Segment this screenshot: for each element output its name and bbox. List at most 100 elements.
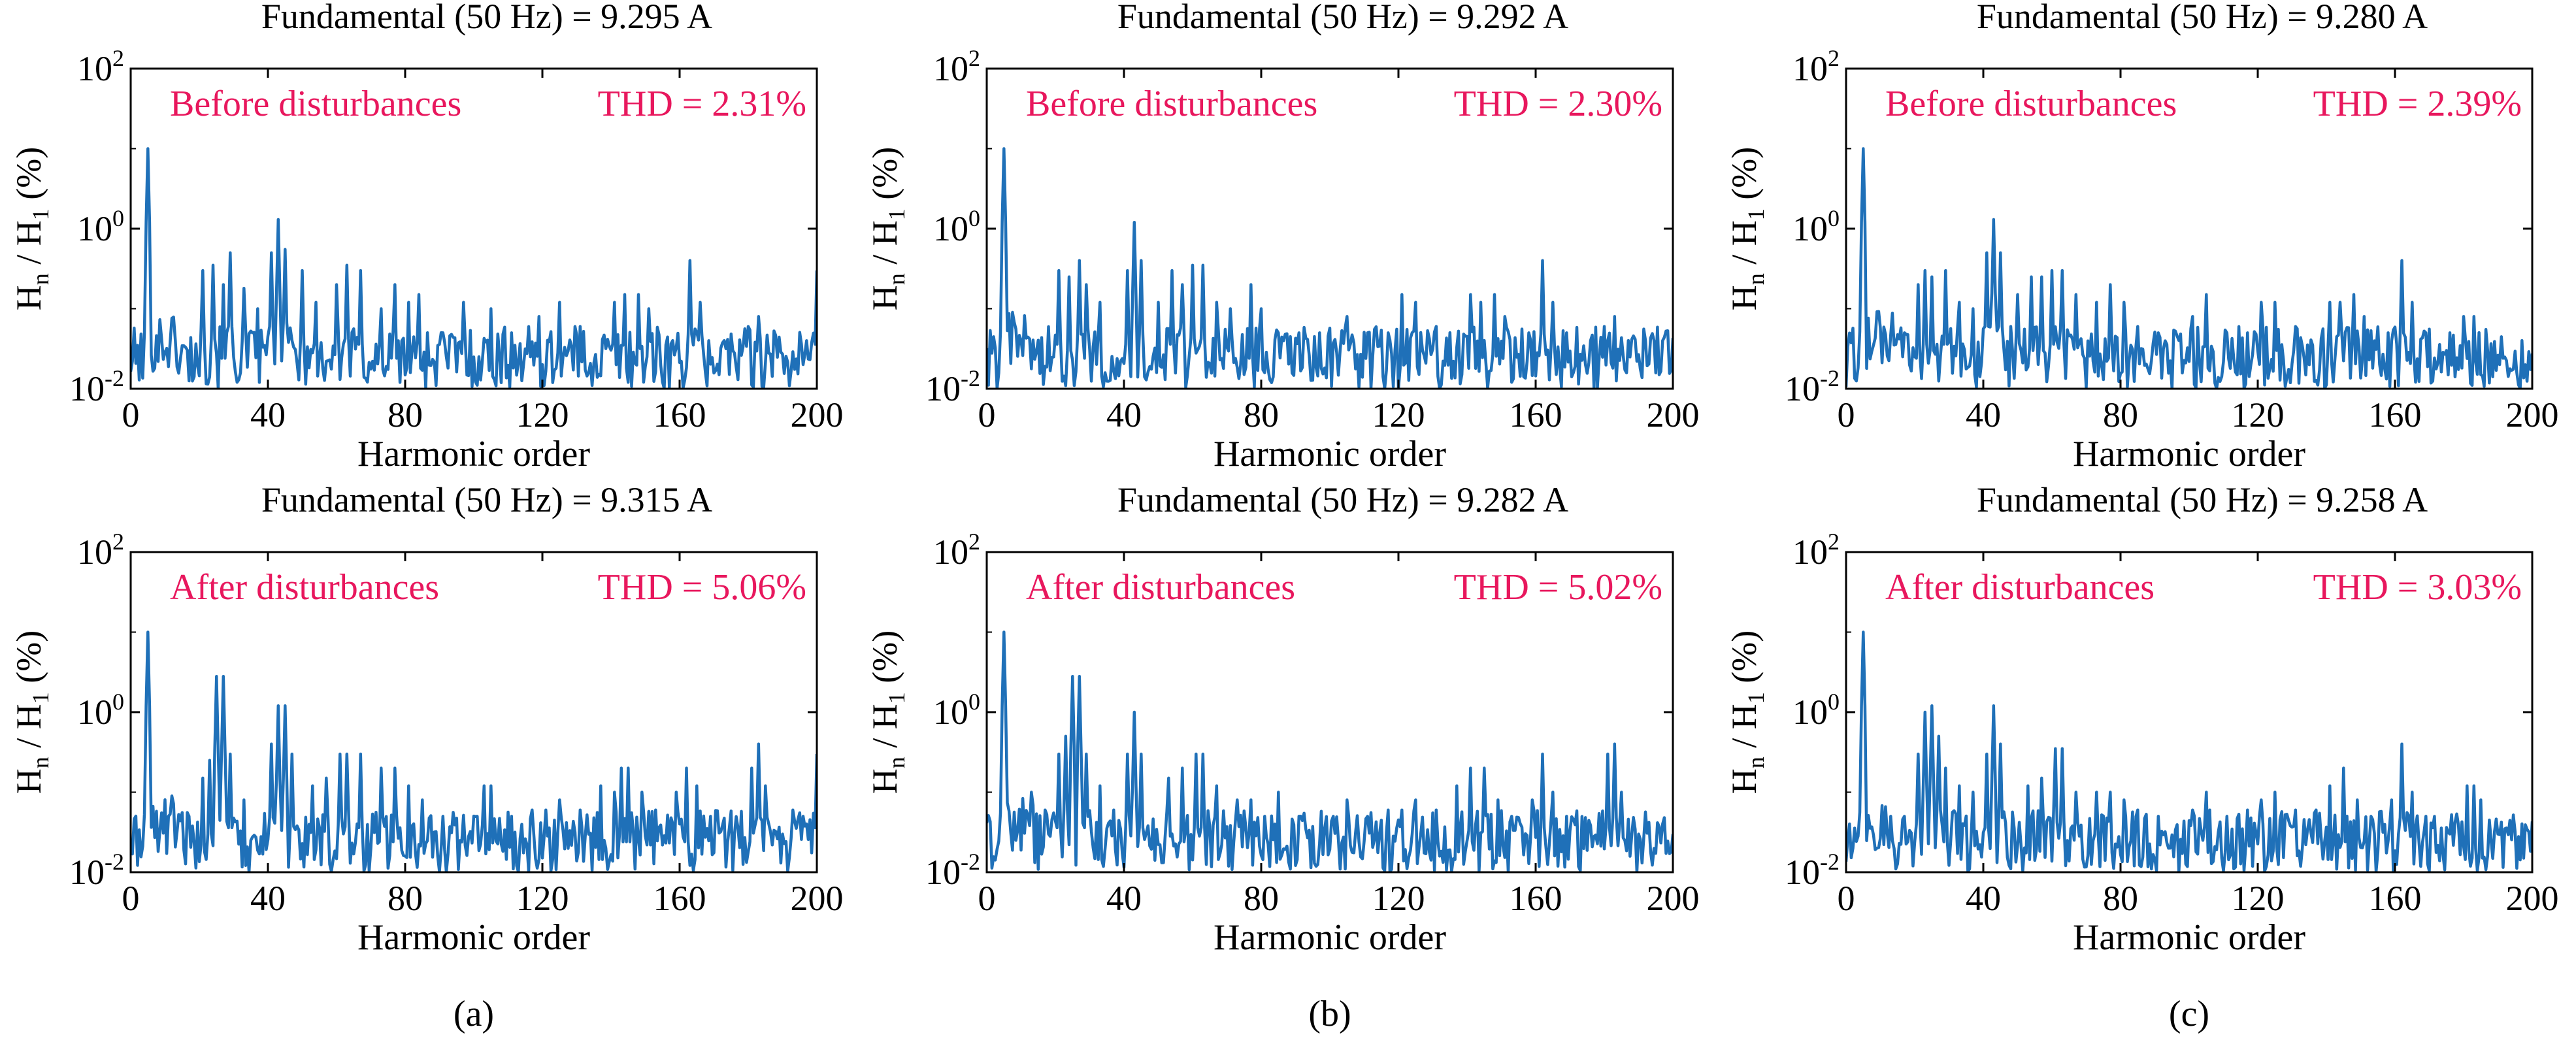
x-tick-label: 160 bbox=[1510, 879, 1562, 918]
x-tick-label: 40 bbox=[250, 395, 286, 434]
chart-svg: 0 40 80 120 160 200 Harmonic order 10-2 100 102 Hn… bbox=[9, 529, 844, 958]
x-tick-label: 40 bbox=[1106, 395, 1142, 434]
y-tick-label: 102 bbox=[1792, 529, 1840, 572]
y-axis-label: Hn / H1 (%) bbox=[1725, 630, 1769, 794]
y-tick-label: 102 bbox=[77, 529, 124, 572]
x-axis-label: Harmonic order bbox=[1214, 917, 1446, 958]
x-tick-label: 160 bbox=[2369, 879, 2422, 918]
y-tick-label: 10-2 bbox=[925, 365, 980, 408]
harmonic-spectrum-line bbox=[131, 630, 817, 872]
state-annotation: After disturbances bbox=[170, 567, 439, 608]
x-tick-label: 120 bbox=[516, 395, 569, 434]
x-tick-label: 160 bbox=[653, 879, 706, 918]
chart-panel-4: Fundamental (50 Hz) = 9.315 A 0 40 80 120 160… bbox=[0, 480, 844, 958]
x-tick-label: 200 bbox=[791, 879, 844, 918]
y-tick-label: 10-2 bbox=[69, 365, 124, 408]
x-tick-label: 80 bbox=[2103, 879, 2138, 918]
chart-title: Fundamental (50 Hz) = 9.258 A bbox=[1976, 480, 2428, 519]
y-tick-label: 10-2 bbox=[1785, 365, 1840, 408]
chart-title: Fundamental (50 Hz) = 9.282 A bbox=[1117, 480, 1569, 519]
chart-panel-3: Fundamental (50 Hz) = 9.280 A 0 40 80 120 160… bbox=[1715, 0, 2559, 474]
x-axis-label: Harmonic order bbox=[1214, 434, 1446, 474]
state-annotation: Before disturbances bbox=[1026, 84, 1317, 124]
x-tick-label: 160 bbox=[2369, 395, 2422, 434]
y-axis-label: Hn / H1 (%) bbox=[865, 147, 910, 310]
harmonic-spectrum-line bbox=[987, 630, 1673, 872]
subfigure-label: (b) bbox=[1308, 994, 1351, 1034]
harmonic-spectrum-line bbox=[1846, 147, 2532, 389]
thd-annotation: THD = 3.03% bbox=[2313, 567, 2522, 608]
x-tick-label: 160 bbox=[653, 395, 706, 434]
state-annotation: Before disturbances bbox=[1885, 84, 2177, 124]
y-tick-label: 102 bbox=[77, 45, 124, 88]
harmonic-spectrum-line bbox=[131, 147, 817, 389]
chart-title: Fundamental (50 Hz) = 9.292 A bbox=[1117, 0, 1569, 36]
chart-panel-2: Fundamental (50 Hz) = 9.292 A 0 40 80 120 160… bbox=[856, 0, 1700, 474]
y-tick-label: 100 bbox=[933, 689, 980, 732]
harmonic-spectrum-line bbox=[1846, 630, 2532, 872]
subfigure-label: (a) bbox=[453, 994, 495, 1034]
thd-annotation: THD = 2.30% bbox=[1454, 84, 1662, 124]
x-tick-label: 0 bbox=[122, 395, 140, 434]
chart-svg: 0 40 80 120 160 200 Harmonic order 10-2 100 102 Hn… bbox=[865, 45, 1700, 474]
y-axis-label: Hn / H1 (%) bbox=[1725, 147, 1769, 310]
harmonic-spectrum-line bbox=[987, 147, 1673, 389]
x-tick-label: 40 bbox=[250, 879, 286, 918]
chart-panel-5: Fundamental (50 Hz) = 9.282 A 0 40 80 120 160… bbox=[856, 480, 1700, 958]
chart-title: Fundamental (50 Hz) = 9.315 A bbox=[261, 480, 713, 519]
y-axis-label: Hn / H1 (%) bbox=[9, 630, 54, 794]
y-tick-label: 10-2 bbox=[1785, 849, 1840, 892]
x-tick-label: 160 bbox=[1510, 395, 1562, 434]
subfigure-label: (c) bbox=[2168, 994, 2210, 1034]
y-tick-label: 10-2 bbox=[69, 849, 124, 892]
chart-panel-6: Fundamental (50 Hz) = 9.258 A 0 40 80 120 160… bbox=[1715, 480, 2559, 958]
thd-annotation: THD = 5.06% bbox=[598, 567, 806, 608]
chart-title: Fundamental (50 Hz) = 9.280 A bbox=[1976, 0, 2428, 36]
x-tick-label: 0 bbox=[1838, 879, 1855, 918]
x-tick-label: 200 bbox=[2506, 879, 2559, 918]
x-tick-label: 40 bbox=[1106, 879, 1142, 918]
x-tick-label: 80 bbox=[2103, 395, 2138, 434]
y-tick-label: 102 bbox=[1792, 45, 1840, 88]
y-axis-label: Hn / H1 (%) bbox=[865, 630, 910, 794]
y-tick-label: 100 bbox=[1792, 205, 1840, 248]
x-tick-label: 80 bbox=[388, 395, 423, 434]
x-tick-label: 120 bbox=[2232, 879, 2285, 918]
chart-title: Fundamental (50 Hz) = 9.295 A bbox=[261, 0, 713, 36]
x-tick-label: 0 bbox=[978, 395, 996, 434]
thd-annotation: THD = 5.02% bbox=[1454, 567, 1662, 608]
state-annotation: After disturbances bbox=[1885, 567, 2155, 608]
x-axis-label: Harmonic order bbox=[357, 434, 590, 474]
x-tick-label: 120 bbox=[1372, 879, 1425, 918]
chart-svg: 0 40 80 120 160 200 Harmonic order 10-2 100 102 Hn… bbox=[865, 529, 1700, 958]
y-axis-label: Hn / H1 (%) bbox=[9, 147, 54, 310]
chart-svg: 0 40 80 120 160 200 Harmonic order 10-2 100 102 Hn… bbox=[9, 45, 844, 474]
x-tick-label: 80 bbox=[388, 879, 423, 918]
y-tick-label: 10-2 bbox=[925, 849, 980, 892]
y-tick-label: 100 bbox=[77, 205, 124, 248]
x-tick-label: 40 bbox=[1966, 879, 2001, 918]
y-tick-label: 102 bbox=[933, 45, 980, 88]
state-annotation: Before disturbances bbox=[170, 84, 461, 124]
thd-annotation: THD = 2.39% bbox=[2313, 84, 2522, 124]
y-tick-label: 100 bbox=[77, 689, 124, 732]
x-tick-label: 200 bbox=[791, 395, 844, 434]
y-tick-label: 100 bbox=[1792, 689, 1840, 732]
x-tick-label: 40 bbox=[1966, 395, 2001, 434]
y-tick-label: 100 bbox=[933, 205, 980, 248]
x-tick-label: 120 bbox=[2232, 395, 2285, 434]
x-tick-label: 120 bbox=[516, 879, 569, 918]
chart-svg: 0 40 80 120 160 200 Harmonic order 10-2 100 102 Hn… bbox=[1725, 45, 2559, 474]
thd-annotation: THD = 2.31% bbox=[598, 84, 806, 124]
x-axis-label: Harmonic order bbox=[2073, 917, 2305, 958]
x-tick-label: 0 bbox=[122, 879, 140, 918]
x-tick-label: 0 bbox=[978, 879, 996, 918]
chart-svg: 0 40 80 120 160 200 Harmonic order 10-2 100 102 Hn… bbox=[1725, 529, 2559, 958]
x-axis-label: Harmonic order bbox=[357, 917, 590, 958]
x-tick-label: 80 bbox=[1244, 395, 1279, 434]
x-tick-label: 200 bbox=[1647, 879, 1700, 918]
x-tick-label: 200 bbox=[1647, 395, 1700, 434]
x-tick-label: 200 bbox=[2506, 395, 2559, 434]
x-axis-label: Harmonic order bbox=[2073, 434, 2305, 474]
